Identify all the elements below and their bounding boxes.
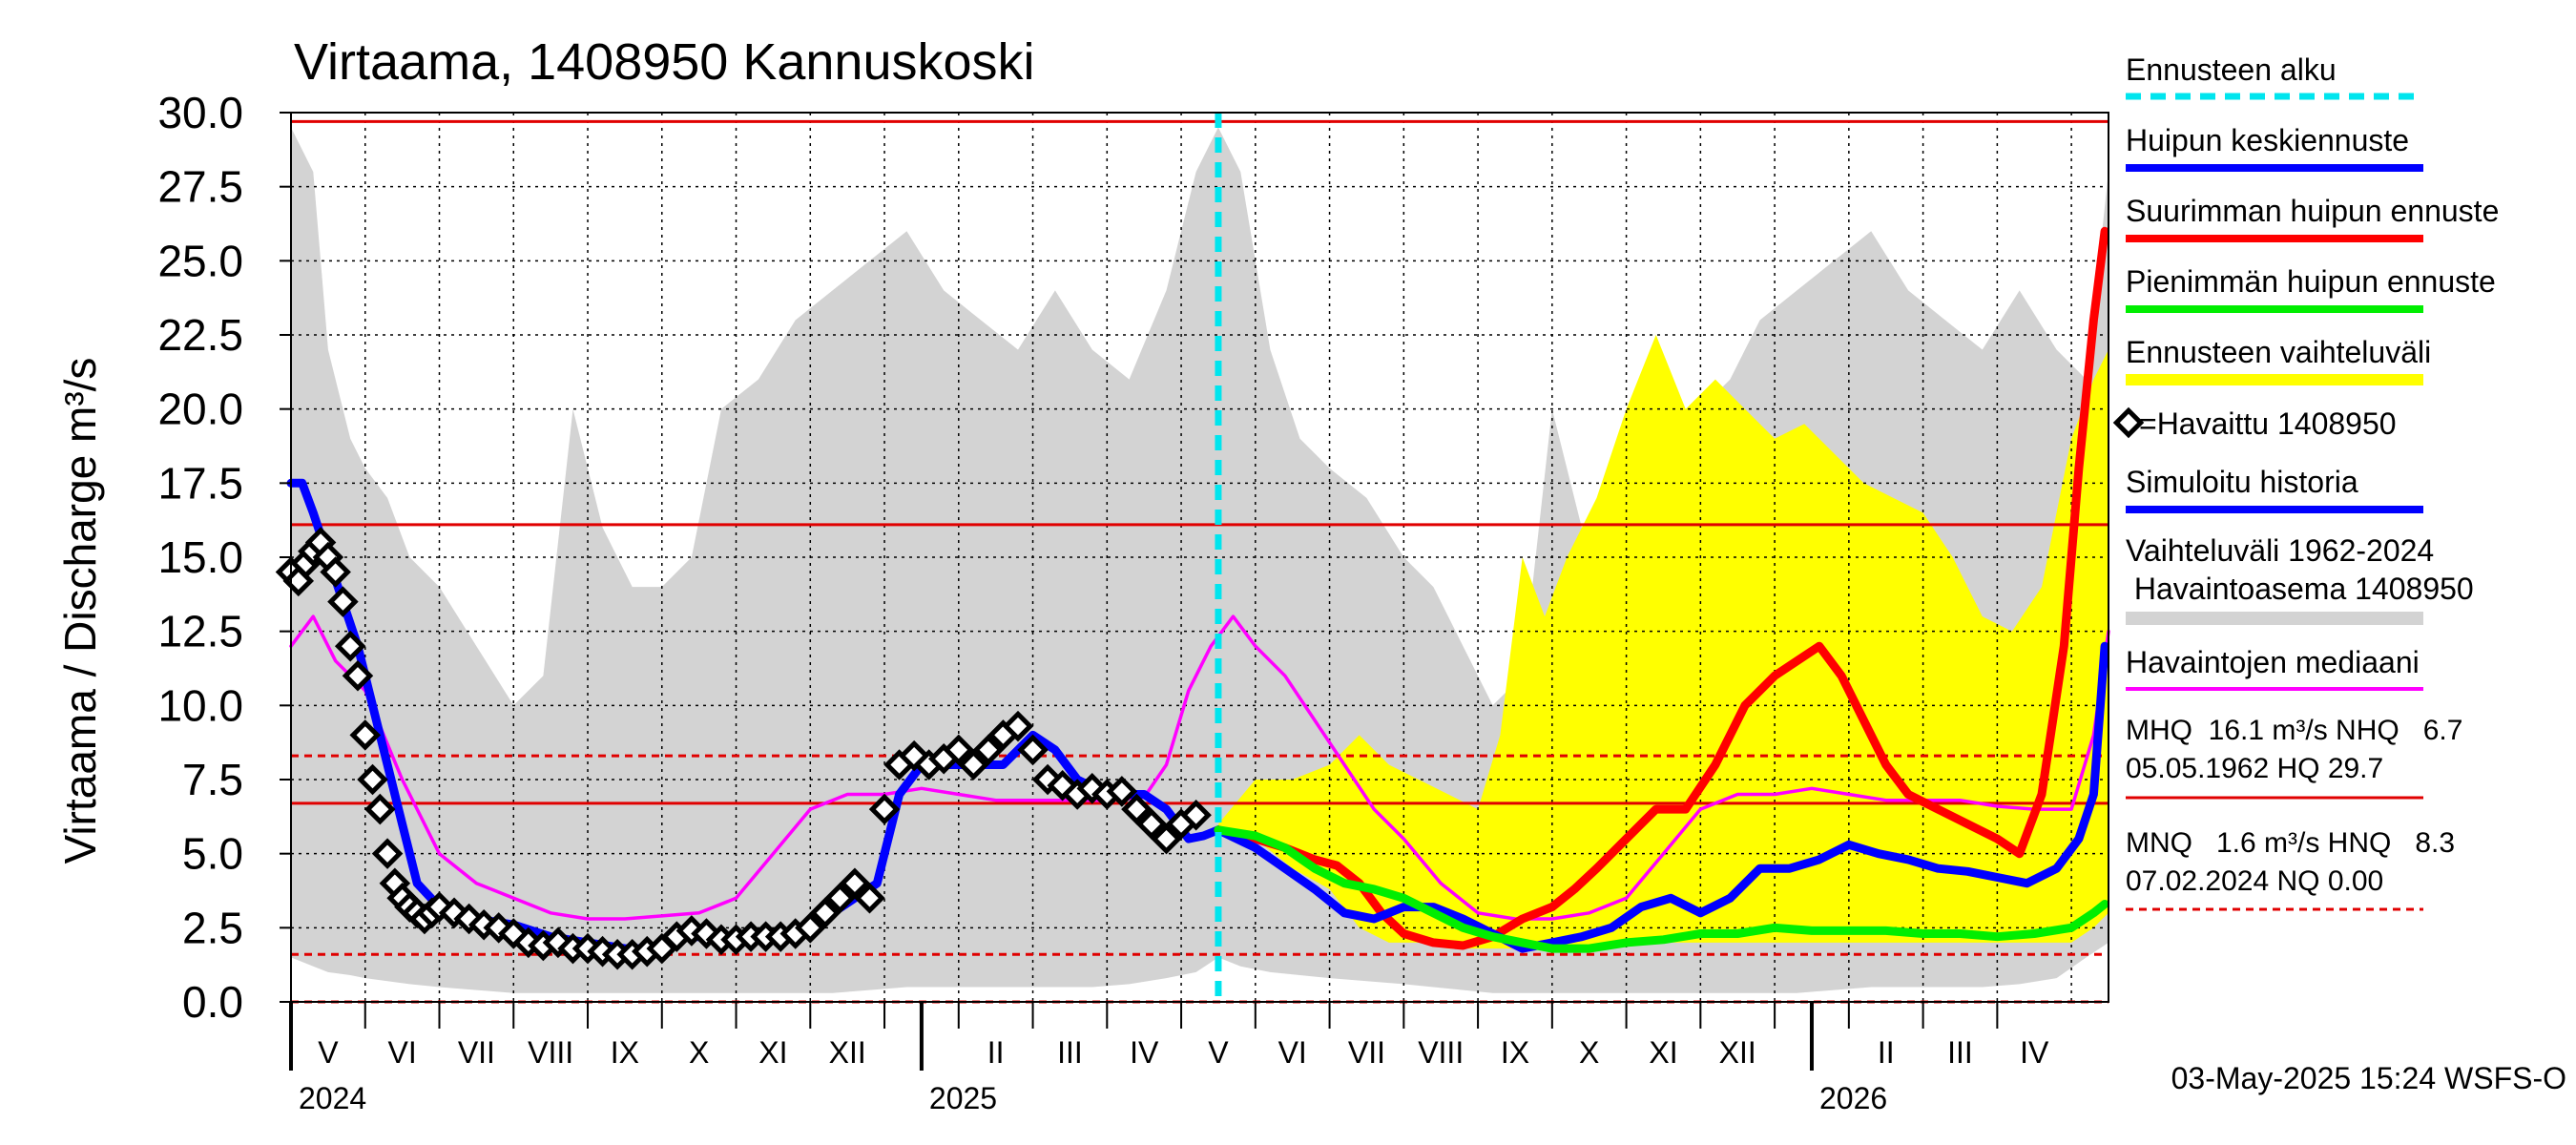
year-label: 2025 bbox=[929, 1081, 997, 1115]
month-label: IX bbox=[1501, 1035, 1529, 1070]
legend-mediaani: Havaintojen mediaani bbox=[2126, 645, 2420, 679]
observed-point bbox=[371, 838, 404, 869]
observed-point bbox=[1135, 808, 1168, 840]
observed-point bbox=[349, 719, 382, 751]
legend-stats-3: MNQ 1.6 m³/s HNQ 8.3 bbox=[2126, 827, 2455, 859]
x-axis: VVIVIIVIIIIXXXIXIIIIIIIIIVVVIVIIVIIIIXXX… bbox=[289, 1002, 2049, 1115]
month-label: VI bbox=[388, 1035, 417, 1070]
observed-point bbox=[1002, 710, 1034, 742]
y-tick-label: 10.0 bbox=[157, 680, 243, 730]
y-tick-label: 15.0 bbox=[157, 532, 243, 582]
month-label: IX bbox=[611, 1035, 639, 1070]
observed-point bbox=[364, 793, 396, 825]
observed-point bbox=[972, 734, 1005, 766]
legend-vaihteluvali-hist-1: Vaihteluväli 1962-2024 bbox=[2126, 533, 2434, 568]
legend-pienimman: Pienimmän huipun ennuste bbox=[2126, 264, 2496, 299]
month-label: VII bbox=[458, 1035, 495, 1070]
month-label: VI bbox=[1278, 1035, 1307, 1070]
y-tick-label: 0.0 bbox=[182, 977, 243, 1027]
y-tick-label: 20.0 bbox=[157, 385, 243, 434]
legend-vaihteluvali: Ennusteen vaihteluväli bbox=[2126, 335, 2431, 369]
legend-simuloitu: Simuloitu historia bbox=[2126, 465, 2358, 499]
month-label: V bbox=[318, 1035, 339, 1070]
observed-point bbox=[868, 793, 901, 825]
series-line-4 bbox=[1214, 825, 2109, 953]
month-label: VIII bbox=[528, 1035, 573, 1070]
y-tick-label: 22.5 bbox=[157, 310, 243, 360]
observed-point bbox=[854, 883, 885, 914]
month-label: VII bbox=[1348, 1035, 1385, 1070]
observed-point bbox=[943, 734, 975, 766]
series-line-2 bbox=[1214, 226, 2109, 950]
series-line-3 bbox=[1214, 641, 2109, 953]
month-label: XI bbox=[1649, 1035, 1677, 1070]
month-label: V bbox=[1208, 1035, 1229, 1070]
observed-point bbox=[342, 660, 374, 692]
band-layer bbox=[291, 127, 2109, 993]
month-label: II bbox=[1878, 1035, 1895, 1070]
observed-point bbox=[958, 749, 989, 781]
y-tick-label: 2.5 bbox=[182, 903, 243, 952]
y-tick-label: 7.5 bbox=[182, 755, 243, 804]
month-label: IV bbox=[2020, 1035, 2049, 1070]
y-axis-ticks: 0.0 2.5 5.0 7.5 10.0 12.5 15.0 17.5 20.0 22.5 25.0… bbox=[157, 88, 291, 1027]
chart-title: Virtaama, 1408950 Kannuskoski bbox=[294, 33, 1035, 91]
month-label: III bbox=[1947, 1035, 1973, 1070]
y-tick-label: 27.5 bbox=[157, 162, 243, 212]
observed-point bbox=[1151, 822, 1182, 855]
observed-point bbox=[1121, 793, 1153, 825]
observed-point bbox=[1017, 734, 1049, 766]
legend-havaittu: =Havaittu 1408950 bbox=[2139, 406, 2397, 441]
observed-point bbox=[357, 763, 388, 796]
observed-point bbox=[795, 912, 826, 944]
observed-point bbox=[839, 867, 871, 899]
legend-stats-2: 05.05.1962 HQ 29.7 bbox=[2126, 753, 2383, 784]
legend-stats-4: 07.02.2024 NQ 0.00 bbox=[2126, 865, 2383, 897]
series-line-0 bbox=[289, 614, 2110, 921]
month-label: XII bbox=[829, 1035, 866, 1070]
legend: Ennusteen alku Huipun keskiennuste Suuri… bbox=[2112, 52, 2499, 911]
y-tick-label: 25.0 bbox=[157, 236, 243, 285]
month-label: XII bbox=[1719, 1035, 1756, 1070]
y-tick-label: 17.5 bbox=[157, 458, 243, 508]
legend-observed-marker bbox=[2112, 406, 2145, 439]
legend-huipun-keskiennuste: Huipun keskiennuste bbox=[2126, 123, 2409, 157]
observed-point bbox=[824, 883, 856, 914]
month-label: III bbox=[1057, 1035, 1083, 1070]
observed-point bbox=[334, 630, 366, 662]
month-label: XI bbox=[758, 1035, 787, 1070]
year-label: 2026 bbox=[1819, 1081, 1887, 1115]
month-label: VIII bbox=[1418, 1035, 1464, 1070]
month-label: X bbox=[1579, 1035, 1599, 1070]
legend-stats-1: MHQ 16.1 m³/s NHQ 6.7 bbox=[2126, 715, 2462, 746]
observed-markers bbox=[275, 527, 1212, 970]
legend-vaihteluvali-hist-2: Havaintoasema 1408950 bbox=[2126, 572, 2474, 606]
observed-point bbox=[320, 556, 351, 588]
y-tick-label: 30.0 bbox=[157, 88, 243, 137]
y-axis-label: Virtaama / Discharge m³/s bbox=[55, 358, 105, 864]
legend-suurimman: Suurimman huipun ennuste bbox=[2126, 194, 2499, 228]
legend-ennusteen-alku: Ennusteen alku bbox=[2126, 52, 2337, 87]
footer-timestamp: 03-May-2025 15:24 WSFS-O bbox=[2171, 1061, 2566, 1095]
observed-point bbox=[327, 586, 359, 617]
year-label: 2024 bbox=[299, 1081, 366, 1115]
observed-point bbox=[1180, 800, 1212, 831]
month-label: IV bbox=[1130, 1035, 1159, 1070]
y-tick-label: 12.5 bbox=[157, 607, 243, 656]
y-tick-label: 5.0 bbox=[182, 829, 243, 879]
band-1 bbox=[1217, 335, 2109, 949]
month-label: II bbox=[987, 1035, 1005, 1070]
observed-point bbox=[1106, 776, 1138, 807]
month-label: X bbox=[689, 1035, 709, 1070]
observed-point bbox=[809, 897, 841, 929]
